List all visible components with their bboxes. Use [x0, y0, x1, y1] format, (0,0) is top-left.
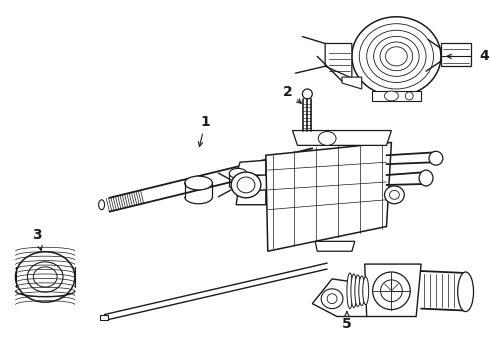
Polygon shape	[371, 91, 421, 101]
Ellipse shape	[380, 42, 413, 71]
Ellipse shape	[185, 176, 212, 190]
Bar	[99, 315, 107, 320]
Ellipse shape	[405, 92, 413, 100]
Text: 5: 5	[342, 311, 352, 331]
Ellipse shape	[16, 252, 75, 302]
Polygon shape	[236, 160, 266, 175]
Ellipse shape	[429, 151, 443, 165]
Ellipse shape	[385, 91, 398, 101]
Ellipse shape	[33, 267, 57, 287]
Ellipse shape	[458, 272, 473, 311]
Text: 1: 1	[198, 114, 210, 147]
Ellipse shape	[373, 36, 419, 76]
Ellipse shape	[237, 177, 255, 193]
Ellipse shape	[352, 17, 441, 96]
Polygon shape	[342, 77, 362, 89]
Text: 2: 2	[283, 85, 301, 103]
Ellipse shape	[372, 272, 410, 310]
Ellipse shape	[327, 294, 337, 303]
Polygon shape	[293, 131, 392, 145]
Ellipse shape	[419, 170, 433, 186]
Ellipse shape	[27, 262, 63, 292]
Ellipse shape	[231, 172, 261, 198]
Ellipse shape	[347, 273, 353, 309]
Ellipse shape	[321, 289, 343, 309]
Polygon shape	[236, 190, 266, 205]
Ellipse shape	[381, 280, 402, 302]
Ellipse shape	[318, 131, 336, 145]
Ellipse shape	[363, 277, 368, 305]
Ellipse shape	[98, 200, 104, 210]
Polygon shape	[312, 279, 371, 316]
Ellipse shape	[229, 168, 247, 178]
Polygon shape	[441, 44, 470, 66]
Ellipse shape	[367, 30, 426, 82]
Polygon shape	[315, 241, 355, 251]
Ellipse shape	[385, 186, 404, 204]
Ellipse shape	[302, 89, 312, 99]
Text: 4: 4	[480, 49, 489, 63]
Polygon shape	[325, 44, 352, 78]
Ellipse shape	[355, 275, 361, 307]
Ellipse shape	[386, 47, 407, 66]
Polygon shape	[365, 264, 421, 316]
Ellipse shape	[351, 274, 357, 307]
Ellipse shape	[359, 276, 365, 306]
Ellipse shape	[390, 190, 399, 199]
Text: 3: 3	[32, 228, 42, 250]
Ellipse shape	[359, 24, 434, 89]
Polygon shape	[266, 143, 392, 251]
